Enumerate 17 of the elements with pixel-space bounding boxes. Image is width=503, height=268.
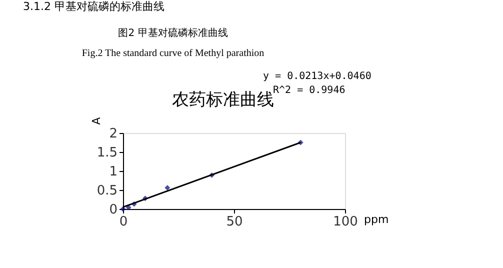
y-tick-label: 2 <box>109 126 118 142</box>
x-tick-label: 50 <box>226 214 243 230</box>
point <box>164 184 170 190</box>
y-tick-label: 1.5 <box>96 146 118 160</box>
y-tick-label: 1 <box>109 164 118 180</box>
x-tick-label: 0 <box>119 214 128 230</box>
text: 3.1.2 甲基对硫磷的标准曲线 <box>23 0 164 13</box>
y-tick-label: 0.5 <box>96 184 118 198</box>
caption: 图2 甲基对硫磷标准曲线 <box>118 27 228 39</box>
y-axis-title: A <box>90 116 103 125</box>
text: R^2 = 0.9946 <box>273 85 346 96</box>
y-tick-label: 0 <box>109 202 118 218</box>
x-axis-title: ppm <box>364 213 389 226</box>
caption: Fig.2 The standard curve of Methyl parathion <box>82 48 264 59</box>
chart-title: 农药标准曲线 <box>172 90 274 110</box>
text: y = 0.0213x+0.0460 <box>263 71 372 82</box>
x-tick-label: 100 <box>333 214 358 230</box>
